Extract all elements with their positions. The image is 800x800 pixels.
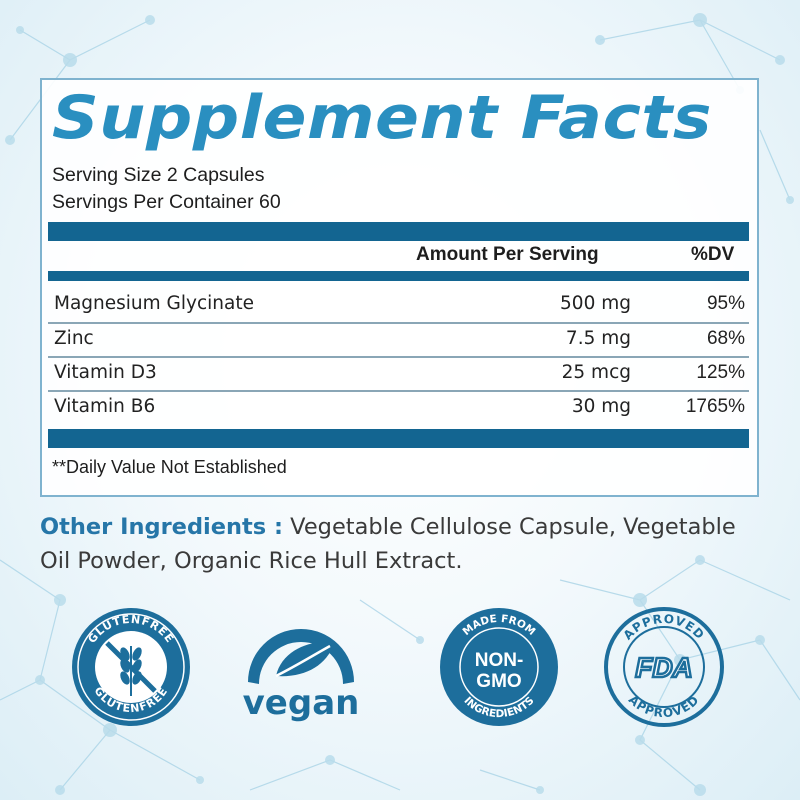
other-ingredients-label: Other Ingredients : [40,514,284,540]
nutrient-amount: 25 mcg [561,362,631,383]
supplement-facts-panel [40,78,759,497]
row-divider [48,390,749,392]
nutrient-name: Vitamin B6 [54,396,156,417]
non-gmo-line1: NON- [475,650,524,671]
prohibited-slash-icon [105,641,157,693]
nutrient-name: Magnesium Glycinate [54,293,254,314]
amount-per-serving-header: Amount Per Serving [416,244,599,265]
row-divider [48,356,749,358]
top-divider-bar [48,222,749,241]
nutrient-amount: 500 mg [560,293,631,314]
nutrient-name: Zinc [54,328,94,349]
table-row: Vitamin D3 25 mcg 125% [48,357,749,391]
table-row: Vitamin B6 30 mg 1765% [48,391,749,425]
servings-per-container: Servings Per Container 60 [52,191,281,213]
nutrient-dv: 1765% [685,396,745,417]
nutrient-dv: 68% [706,328,745,349]
table-row: Magnesium Glycinate 500 mg 95% [48,288,749,322]
nutrient-dv: 95% [706,293,745,314]
fda-center-text: FDA [635,652,693,683]
gluten-free-badge: GLUTENFREE GLUTENFREE [72,608,190,726]
nutrient-amount: 30 mg [571,396,631,417]
daily-value-note: **Daily Value Not Established [52,457,287,477]
serving-size: Serving Size 2 Capsules [52,164,265,186]
vegan-badge: vegan [243,629,360,723]
panel-title: Supplement Facts [52,83,713,153]
wheat-icon [120,646,142,696]
non-gmo-badge: MADE FROM INGREDIENTS NON- GMO [440,608,558,726]
bottom-divider-bar [48,429,749,448]
other-ingredients-text: Vegetable Cellulose Capsule, Vegetable O… [40,514,736,574]
other-ingredients: Other Ingredients : Vegetable Cellulose … [40,510,770,578]
fda-approved-badge: APPROVED APPROVED FDA [604,607,724,727]
non-gmo-line2: GMO [476,671,521,692]
vegan-label: vegan [243,683,360,723]
nutrient-amount: 7.5 mg [565,328,631,349]
nutrient-name: Vitamin D3 [54,362,157,383]
fda-bottom-text: APPROVED [626,693,701,721]
nutrient-dv: 125% [696,362,745,383]
dv-header: %DV [691,244,735,265]
row-divider [48,322,749,324]
header-divider-bar [48,271,749,281]
table-row: Zinc 7.5 mg 68% [48,323,749,357]
svg-text:APPROVED: APPROVED [626,693,702,721]
